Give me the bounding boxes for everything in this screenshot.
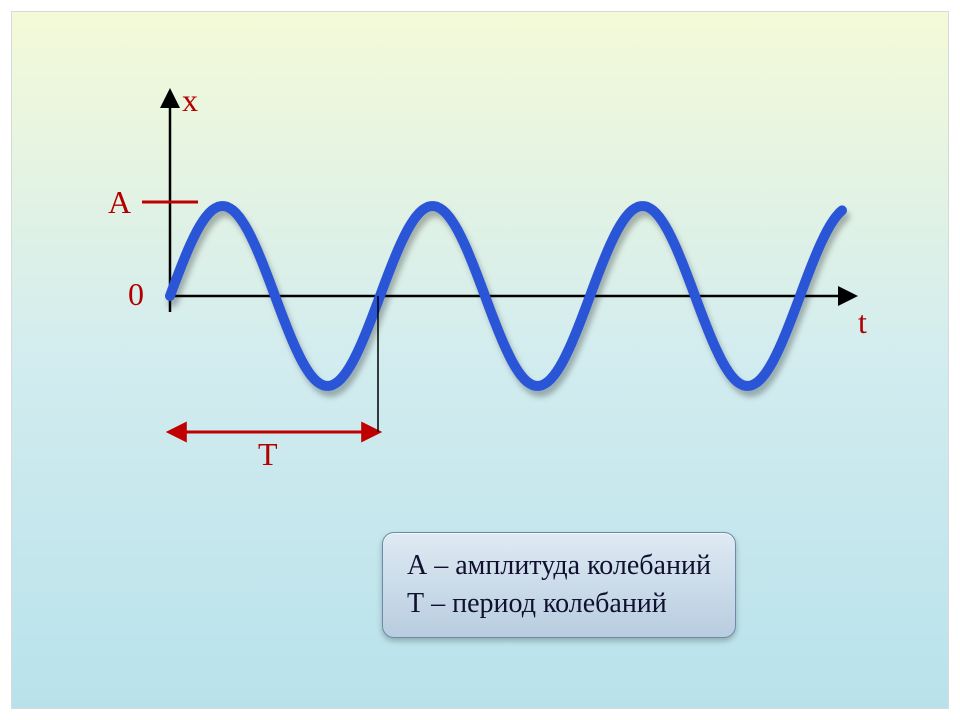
page: x A 0 t T А – амплитуда колебаний Т – пе…	[0, 0, 960, 720]
origin-label: 0	[128, 276, 144, 313]
amplitude-label: A	[108, 184, 131, 221]
x-axis-label: t	[858, 304, 867, 341]
legend-line-amplitude: А – амплитуда колебаний	[407, 547, 711, 585]
period-label: T	[258, 436, 278, 473]
legend-line-period: Т – период колебаний	[407, 585, 711, 623]
legend-box: А – амплитуда колебаний Т – период колеб…	[382, 532, 736, 638]
slide: x A 0 t T А – амплитуда колебаний Т – пе…	[12, 12, 948, 708]
y-axis-label: x	[182, 82, 198, 119]
